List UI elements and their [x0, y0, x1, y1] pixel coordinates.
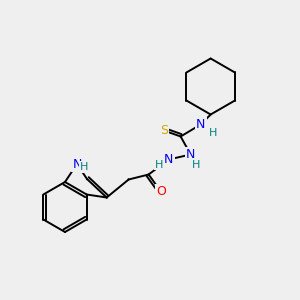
Text: O: O	[157, 185, 166, 198]
Text: H: H	[191, 160, 200, 170]
Text: N: N	[72, 158, 82, 170]
Text: N: N	[196, 118, 205, 131]
Text: H: H	[208, 128, 217, 137]
Text: H: H	[154, 160, 163, 170]
Text: N: N	[164, 153, 173, 166]
Text: S: S	[160, 124, 168, 137]
Text: H: H	[80, 162, 88, 172]
Text: N: N	[186, 148, 195, 161]
